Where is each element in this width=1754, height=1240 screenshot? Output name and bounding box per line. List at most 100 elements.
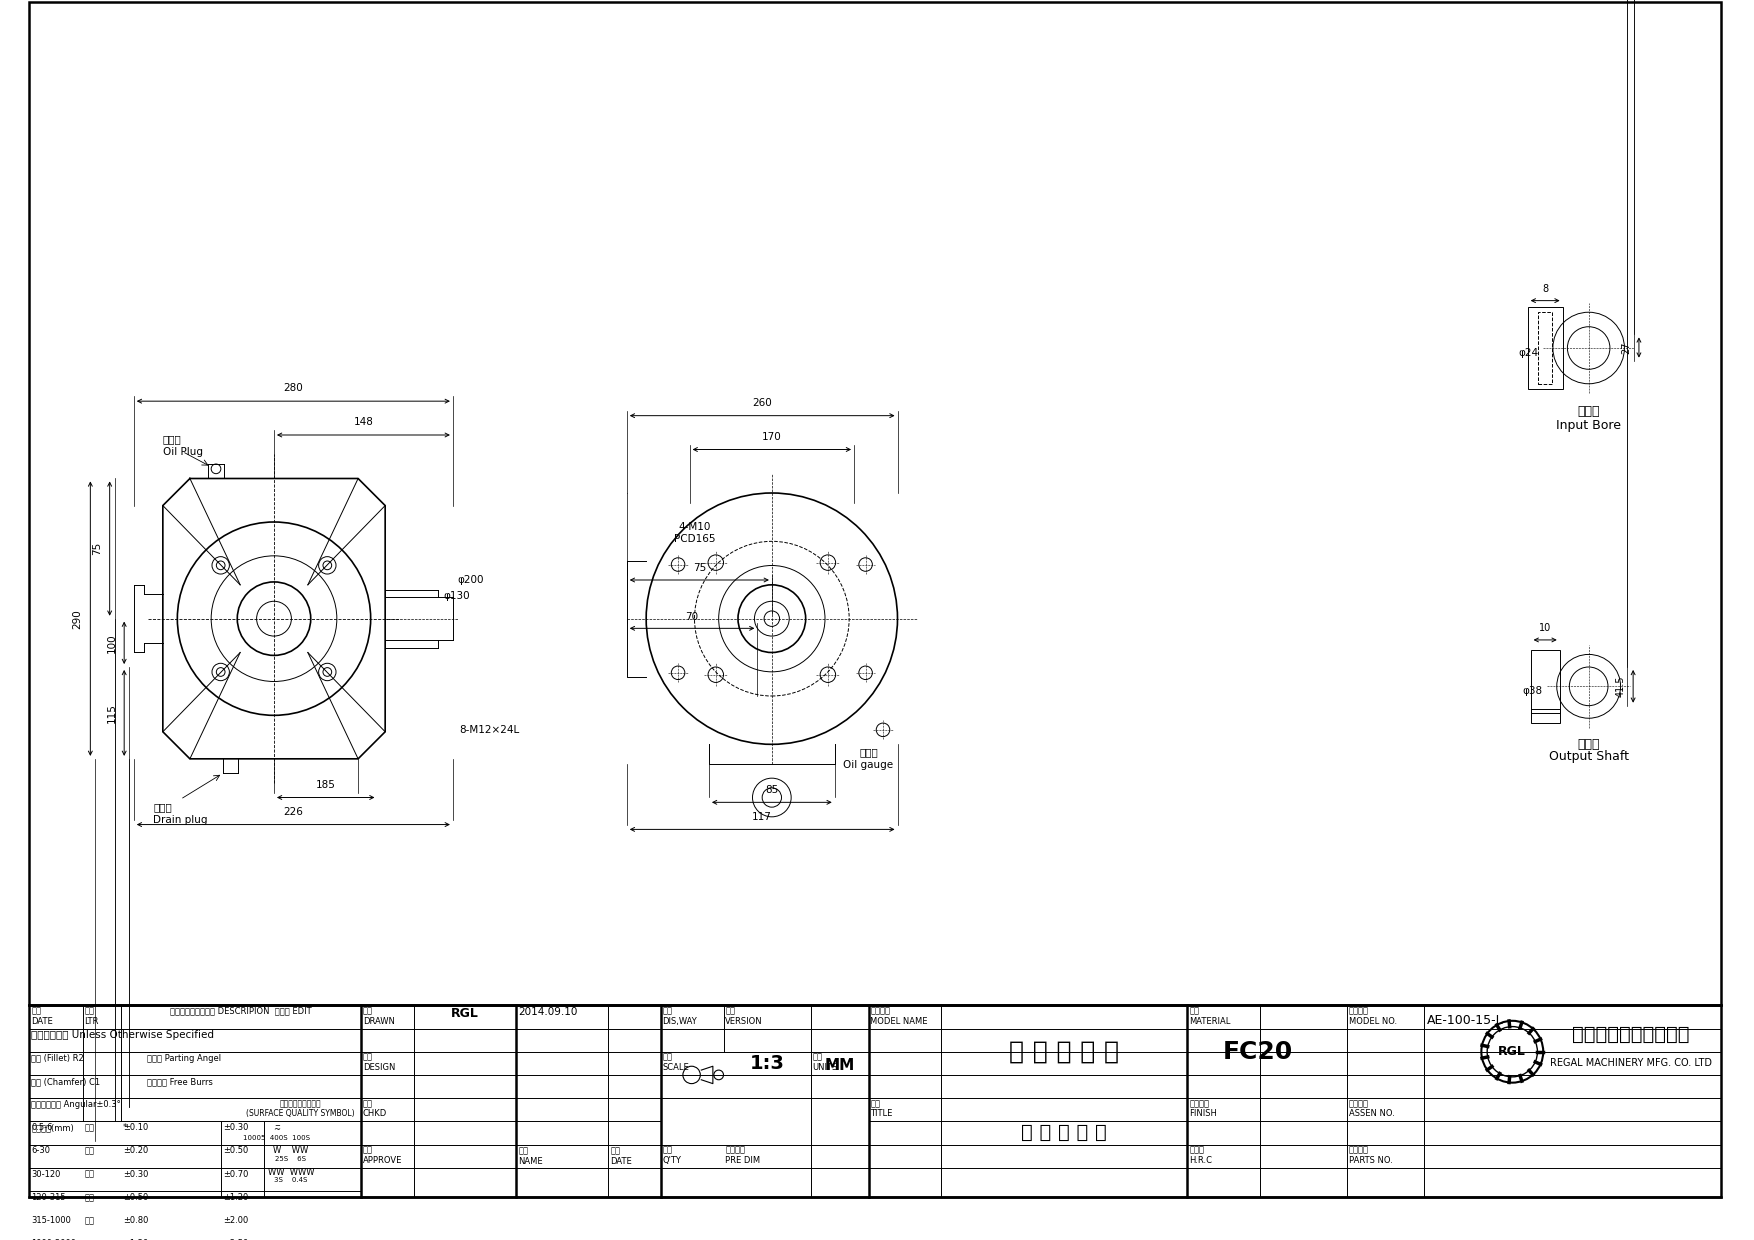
Text: Oil Plug: Oil Plug <box>163 448 203 458</box>
Text: 需件
Q'TY: 需件 Q'TY <box>663 1146 682 1164</box>
Text: 25S    6S: 25S 6S <box>275 1156 307 1162</box>
Text: 加工符號與表面粗度
(SURFACE QUALITY SYMBOL): 加工符號與表面粗度 (SURFACE QUALITY SYMBOL) <box>246 1099 354 1118</box>
Text: 以下: 以下 <box>84 1147 95 1156</box>
Text: WW  WWW: WW WWW <box>268 1168 314 1177</box>
Text: 銳格精機股份有限公司: 銳格精機股份有限公司 <box>1572 1024 1689 1044</box>
Bar <box>30 2 1721 1006</box>
Text: Drain plug: Drain plug <box>153 815 207 825</box>
Text: 繪圖
DRAWN: 繪圖 DRAWN <box>363 1007 395 1025</box>
Text: 一般角度公差 Angular±0.3°: 一般角度公差 Angular±0.3° <box>32 1100 121 1109</box>
Text: 280: 280 <box>284 383 303 393</box>
Text: ~̅: ~̅ <box>274 1125 281 1135</box>
Text: 41.5: 41.5 <box>1615 676 1626 697</box>
Text: ±0.50: ±0.50 <box>223 1147 247 1156</box>
Text: 以下: 以下 <box>84 1169 95 1179</box>
Text: φ38: φ38 <box>1522 686 1542 696</box>
Text: 1:3: 1:3 <box>749 1054 784 1073</box>
Text: 單位
UNITS: 單位 UNITS <box>812 1053 838 1073</box>
Text: 170: 170 <box>761 432 782 441</box>
Text: ±1.20: ±1.20 <box>223 1193 247 1202</box>
Text: 符號
LTR: 符號 LTR <box>84 1007 98 1025</box>
Text: 油面計: 油面計 <box>859 748 877 758</box>
Text: 8-M12×24L: 8-M12×24L <box>460 725 519 735</box>
Bar <box>30 1006 1721 1197</box>
Text: 零件編號
PARTS NO.: 零件編號 PARTS NO. <box>1349 1146 1393 1164</box>
Text: 100: 100 <box>107 632 116 652</box>
Text: 以下: 以下 <box>84 1216 95 1225</box>
Text: *: * <box>123 1123 128 1132</box>
Text: φ24: φ24 <box>1519 348 1538 358</box>
Bar <box>1531 650 1559 713</box>
Text: 倒角 (Chamfer) C1: 倒角 (Chamfer) C1 <box>32 1076 100 1086</box>
Text: REGAL MACHINERY MFG. CO. LTD: REGAL MACHINERY MFG. CO. LTD <box>1551 1058 1712 1069</box>
Text: 27: 27 <box>1621 341 1631 353</box>
Text: 85: 85 <box>765 785 779 795</box>
Text: 核准
APPROVE: 核准 APPROVE <box>363 1146 402 1164</box>
Text: 注油栓: 注油栓 <box>163 435 182 445</box>
Text: 未特別註明處 Unless Otherwise Specified: 未特別註明處 Unless Otherwise Specified <box>32 1030 214 1040</box>
Text: MM: MM <box>824 1058 854 1073</box>
Text: 圓角 (Fillet) R2: 圓角 (Fillet) R2 <box>32 1054 84 1063</box>
Text: 設計
DESIGN: 設計 DESIGN <box>363 1053 395 1073</box>
Text: 8: 8 <box>1542 284 1549 294</box>
Text: 產品名稱
MODEL NAME: 產品名稱 MODEL NAME <box>870 1007 928 1025</box>
Text: ±0.20: ±0.20 <box>123 1147 149 1156</box>
Text: 0.5-6: 0.5-6 <box>32 1123 53 1132</box>
Text: 2014.09.10: 2014.09.10 <box>519 1007 579 1017</box>
Text: 75: 75 <box>693 563 705 573</box>
Text: W    WW: W WW <box>274 1147 309 1156</box>
Text: 蝕 輪 減 速 機: 蝕 輪 減 速 機 <box>1009 1039 1119 1064</box>
Text: 機型代號
MODEL NO.: 機型代號 MODEL NO. <box>1349 1007 1396 1025</box>
Text: 版次
VERSION: 版次 VERSION <box>726 1007 763 1025</box>
Text: 315-1000: 315-1000 <box>32 1216 72 1225</box>
Text: 120-315: 120-315 <box>32 1193 67 1202</box>
Bar <box>1528 308 1563 388</box>
Text: 審查
CHKD: 審查 CHKD <box>363 1099 388 1118</box>
Text: 去除毛邊 Free Burrs: 去除毛邊 Free Burrs <box>147 1076 214 1086</box>
Text: 185: 185 <box>316 780 335 790</box>
Text: 姓名
NAME: 姓名 NAME <box>519 1147 544 1166</box>
Text: φ200: φ200 <box>458 575 484 585</box>
Text: FC20: FC20 <box>1223 1039 1293 1064</box>
Text: 70: 70 <box>686 611 698 621</box>
Text: 260: 260 <box>752 398 772 408</box>
Text: RGL: RGL <box>1498 1045 1526 1058</box>
Text: 10005  400S  100S: 10005 400S 100S <box>242 1135 310 1141</box>
Text: 以下: 以下 <box>84 1123 95 1132</box>
Text: 比例
SCALE: 比例 SCALE <box>663 1053 689 1073</box>
Text: 4-M10: 4-M10 <box>679 522 710 532</box>
Text: φ130: φ130 <box>444 591 470 601</box>
Text: 30-120: 30-120 <box>32 1169 61 1179</box>
Text: 115: 115 <box>107 703 116 723</box>
Text: 117: 117 <box>752 812 772 822</box>
Text: 素材規格
PRE DIM: 素材規格 PRE DIM <box>726 1146 761 1164</box>
Text: 熱處理
H.R.C: 熱處理 H.R.C <box>1189 1146 1212 1164</box>
Bar <box>1531 708 1559 723</box>
Text: 圖名
TITLE: 圖名 TITLE <box>870 1099 893 1118</box>
Text: 更改或增加尺寸內容 DESCRIPION  修改者 EDIT: 更改或增加尺寸內容 DESCRIPION 修改者 EDIT <box>170 1007 312 1016</box>
Text: ±0.30: ±0.30 <box>223 1123 247 1132</box>
Text: ±0.30: ±0.30 <box>123 1169 149 1179</box>
Text: Oil gauge: Oil gauge <box>844 760 893 770</box>
Text: Input Bore: Input Bore <box>1556 419 1621 432</box>
Text: 本 體 外 觀 圖: 本 體 外 觀 圖 <box>1021 1123 1107 1142</box>
Text: 入力孔: 入力孔 <box>1577 405 1600 418</box>
Text: RGL: RGL <box>451 1007 479 1021</box>
Text: 洩油栓: 洩油栓 <box>153 802 172 812</box>
Text: PCD165: PCD165 <box>674 534 716 544</box>
Text: 材質
MATERIAL: 材質 MATERIAL <box>1189 1007 1231 1025</box>
Text: 日期
DATE: 日期 DATE <box>32 1007 53 1025</box>
Text: 日期
DATE: 日期 DATE <box>610 1147 631 1166</box>
Text: 拔模角 Parting Angel: 拔模角 Parting Angel <box>147 1054 221 1063</box>
Text: 75: 75 <box>91 542 102 556</box>
Text: 以下: 以下 <box>84 1193 95 1202</box>
Text: 10: 10 <box>1538 624 1551 634</box>
Text: 組立序號
ASSEN NO.: 組立序號 ASSEN NO. <box>1349 1099 1394 1118</box>
Bar <box>1538 312 1552 383</box>
Text: ±0.10: ±0.10 <box>123 1123 149 1132</box>
Text: 148: 148 <box>354 418 374 428</box>
Text: 出力軸: 出力軸 <box>1577 738 1600 750</box>
Text: ±0.70: ±0.70 <box>223 1169 247 1179</box>
Text: ±0.50: ±0.50 <box>123 1193 149 1202</box>
Text: Output Shaft: Output Shaft <box>1549 750 1629 763</box>
